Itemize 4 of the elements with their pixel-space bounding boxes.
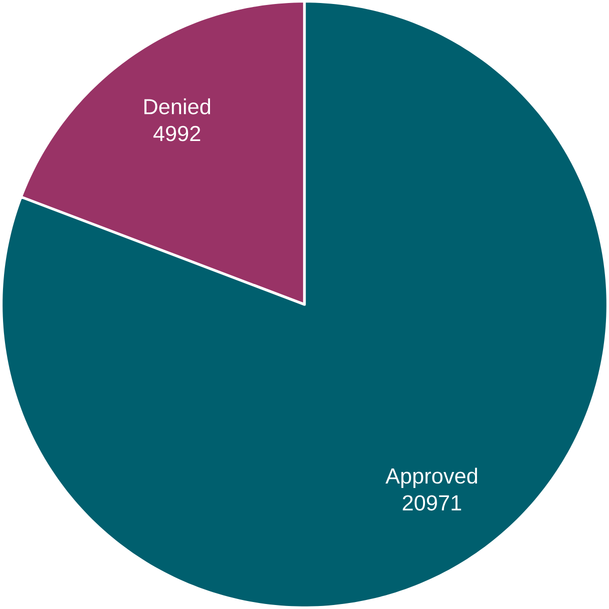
- data-label: 4992: [153, 126, 200, 142]
- data-label: 20971: [402, 495, 462, 511]
- slice-label: Denied: [144, 98, 210, 114]
- slice-label: Approved: [385, 468, 478, 488]
